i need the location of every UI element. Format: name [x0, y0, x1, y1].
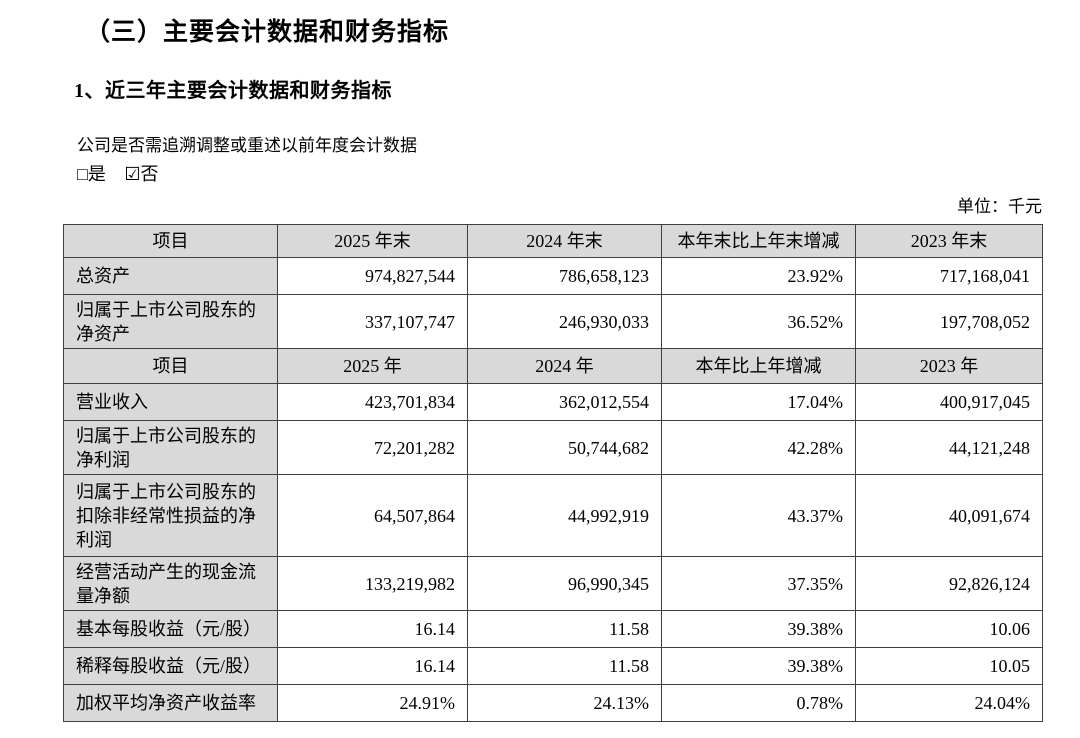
- cell-value: 0.78%: [661, 684, 856, 722]
- row-label-basic-eps: 基本每股收益（元/股）: [63, 610, 278, 648]
- cell-value: 39.38%: [661, 610, 856, 648]
- row-label-weighted-avg-roe: 加权平均净资产收益率: [63, 684, 278, 722]
- table-header-annual: 项目 2025 年 2024 年 本年比上年增减 2023 年: [63, 348, 1043, 384]
- table-row: 加权平均净资产收益率 24.91% 24.13% 0.78% 24.04%: [63, 684, 1043, 722]
- table-row: 归属于上市公司股东的净利润 72,201,282 50,744,682 42.2…: [63, 420, 1043, 475]
- table-row: 基本每股收益（元/股） 16.14 11.58 39.38% 10.06: [63, 610, 1043, 648]
- checkbox-no-checked: ☑否: [124, 164, 159, 184]
- cell-value: 44,992,919: [467, 474, 662, 557]
- cell-value: 11.58: [467, 610, 662, 648]
- cell-value: 10.05: [855, 647, 1043, 685]
- cell-value: 197,708,052: [855, 294, 1043, 349]
- header-2024: 2024 年: [467, 348, 662, 384]
- restatement-question: 公司是否需追溯调整或重述以前年度会计数据: [77, 136, 417, 155]
- cell-value: 10.06: [855, 610, 1043, 648]
- row-label-net-profit: 归属于上市公司股东的净利润: [63, 420, 278, 475]
- header-2023-yearend: 2023 年末: [855, 224, 1043, 258]
- header-yoy-change: 本年比上年增减: [661, 348, 856, 384]
- cell-value: 16.14: [277, 610, 468, 648]
- checkbox-yes: □是: [77, 164, 106, 184]
- row-label-net-assets: 归属于上市公司股东的净资产: [63, 294, 278, 349]
- table-row: 归属于上市公司股东的扣除非经常性损益的净利润 64,507,864 44,992…: [63, 474, 1043, 557]
- cell-value: 43.37%: [661, 474, 856, 557]
- cell-value: 786,658,123: [467, 257, 662, 295]
- table-row: 总资产 974,827,544 786,658,123 23.92% 717,1…: [63, 257, 1043, 295]
- unit-label: 单位：千元: [957, 197, 1042, 216]
- table-row: 营业收入 423,701,834 362,012,554 17.04% 400,…: [63, 383, 1043, 421]
- cell-value: 974,827,544: [277, 257, 468, 295]
- header-item: 项目: [63, 224, 278, 258]
- header-2023: 2023 年: [855, 348, 1043, 384]
- cell-value: 400,917,045: [855, 383, 1043, 421]
- subsection-title: 1、近三年主要会计数据和财务指标: [74, 80, 392, 102]
- cell-value: 36.52%: [661, 294, 856, 349]
- row-label-net-profit-excl-nonrecurring: 归属于上市公司股东的扣除非经常性损益的净利润: [63, 474, 278, 557]
- section-title: （三）主要会计数据和财务指标: [85, 19, 450, 46]
- header-2025-yearend: 2025 年末: [277, 224, 468, 258]
- cell-value: 246,930,033: [467, 294, 662, 349]
- row-label-total-assets: 总资产: [63, 257, 278, 295]
- cell-value: 11.58: [467, 647, 662, 685]
- cell-value: 42.28%: [661, 420, 856, 475]
- cell-value: 96,990,345: [467, 556, 662, 611]
- row-label-diluted-eps: 稀释每股收益（元/股）: [63, 647, 278, 685]
- cell-value: 337,107,747: [277, 294, 468, 349]
- financial-indicators-table: 项目 2025 年末 2024 年末 本年末比上年末增减 2023 年末 总资产…: [63, 224, 1043, 722]
- table-header-yearend: 项目 2025 年末 2024 年末 本年末比上年末增减 2023 年末: [63, 224, 1043, 258]
- cell-value: 92,826,124: [855, 556, 1043, 611]
- table-row: 归属于上市公司股东的净资产 337,107,747 246,930,033 36…: [63, 294, 1043, 349]
- header-2024-yearend: 2024 年末: [467, 224, 662, 258]
- cell-value: 24.04%: [855, 684, 1043, 722]
- row-label-revenue: 营业收入: [63, 383, 278, 421]
- cell-value: 24.13%: [467, 684, 662, 722]
- cell-value: 17.04%: [661, 383, 856, 421]
- cell-value: 24.91%: [277, 684, 468, 722]
- table-row: 稀释每股收益（元/股） 16.14 11.58 39.38% 10.05: [63, 647, 1043, 685]
- table-row: 经营活动产生的现金流量净额 133,219,982 96,990,345 37.…: [63, 556, 1043, 611]
- header-yoy-yearend-change: 本年末比上年末增减: [661, 224, 856, 258]
- restatement-answer: □是 ☑否: [77, 160, 173, 186]
- cell-value: 40,091,674: [855, 474, 1043, 557]
- cell-value: 72,201,282: [277, 420, 468, 475]
- cell-value: 50,744,682: [467, 420, 662, 475]
- cell-value: 362,012,554: [467, 383, 662, 421]
- header-2025: 2025 年: [277, 348, 468, 384]
- cell-value: 39.38%: [661, 647, 856, 685]
- cell-value: 133,219,982: [277, 556, 468, 611]
- cell-value: 16.14: [277, 647, 468, 685]
- cell-value: 64,507,864: [277, 474, 468, 557]
- row-label-operating-cash-flow: 经营活动产生的现金流量净额: [63, 556, 278, 611]
- cell-value: 37.35%: [661, 556, 856, 611]
- cell-value: 44,121,248: [855, 420, 1043, 475]
- cell-value: 717,168,041: [855, 257, 1043, 295]
- cell-value: 23.92%: [661, 257, 856, 295]
- cell-value: 423,701,834: [277, 383, 468, 421]
- header-item: 项目: [63, 348, 278, 384]
